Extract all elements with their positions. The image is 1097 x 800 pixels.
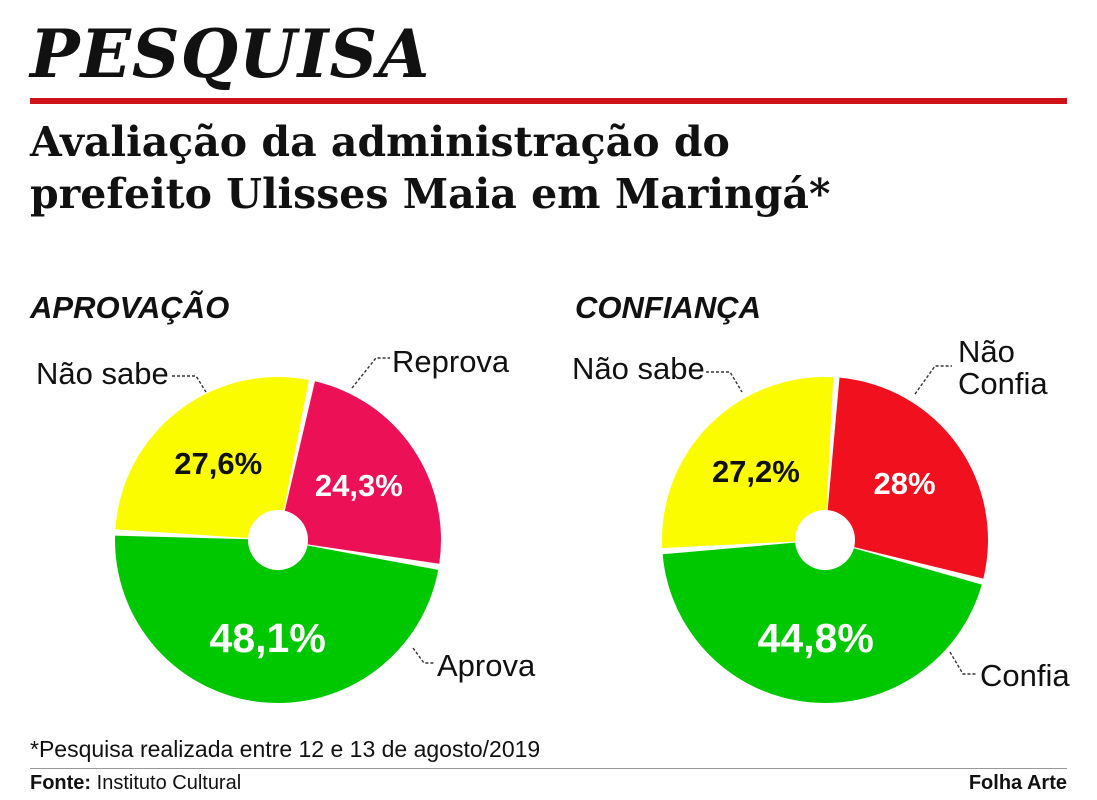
source-label: Fonte:: [30, 772, 92, 794]
red-rule: [30, 98, 1067, 104]
headline: Avaliação da administração do prefeito U…: [30, 116, 1070, 220]
slice-label-0-1: Aprova: [437, 648, 536, 683]
headline-line-2: prefeito Ulisses Maia em Maringá*: [30, 170, 831, 218]
leader-line-1-1: [949, 651, 976, 675]
donut-hole-0: [248, 510, 308, 570]
credit: Folha Arte: [968, 772, 1067, 794]
footer-rule: [30, 768, 1067, 769]
slice-0-0: [278, 381, 441, 564]
slice-label-0-2: Não sabe: [36, 356, 169, 391]
footer: Fonte: Instituto Cultural Folha Arte: [30, 772, 1067, 795]
chart-title-aprovacao: APROVAÇÃO: [30, 290, 230, 325]
leader-line-0-0: [351, 357, 390, 389]
slice-label-1-1: Confia: [980, 658, 1070, 693]
slice-1-1: [662, 540, 982, 703]
slice-value-1-0: 28%: [873, 466, 935, 501]
headline-line-1: Avaliação da administração do: [30, 118, 730, 166]
slice-label-1-0: Não Confia: [958, 334, 1048, 401]
slice-label-0-0: Reprova: [392, 344, 510, 379]
leader-line-1-2: [706, 371, 743, 393]
source-value: Instituto Cultural: [91, 772, 242, 794]
slice-1-0: [825, 377, 988, 579]
leader-line-1-0: [914, 365, 952, 395]
chart-title-confianca: CONFIANÇA: [575, 290, 761, 325]
donut-hole-1: [795, 510, 855, 570]
slice-value-0-1: 48,1%: [210, 615, 326, 661]
slice-0-2: [115, 377, 309, 540]
slice-label-1-2: Não sabe: [572, 351, 705, 386]
slice-value-0-0: 24,3%: [315, 468, 403, 503]
footnote: *Pesquisa realizada entre 12 e 13 de ago…: [30, 736, 541, 762]
slice-value-0-2: 27,6%: [174, 446, 262, 481]
slice-0-1: [114, 535, 439, 703]
leader-line-0-2: [172, 375, 207, 393]
slice-value-1-1: 44,8%: [758, 615, 874, 661]
leader-line-0-1: [412, 647, 434, 664]
kicker: PESQUISA: [30, 15, 431, 93]
slice-value-1-2: 27,2%: [712, 454, 800, 489]
slice-1-2: [661, 377, 834, 549]
